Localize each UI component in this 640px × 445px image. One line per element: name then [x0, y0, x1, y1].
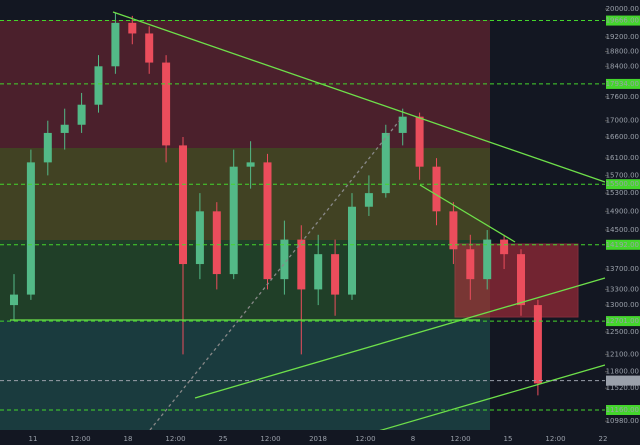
candle-body [246, 162, 255, 167]
y-tick-label: 17600.00 [606, 93, 639, 101]
candle-body [77, 104, 86, 125]
candle-body [195, 211, 204, 265]
trend-line [374, 364, 606, 433]
candle-body [398, 116, 407, 133]
y-tick-label: 14500.00 [606, 226, 639, 234]
y-tick-label: 16100.00 [606, 154, 639, 162]
x-tick-label: 25 [219, 435, 228, 443]
candle-body [43, 132, 52, 163]
y-tick-label: 20000.00 [606, 5, 639, 13]
x-tick-label: 22 [599, 435, 608, 443]
candle-body [60, 124, 69, 133]
trend-line [149, 119, 401, 431]
y-tick-label: 18400.00 [606, 62, 639, 70]
candle-body [26, 162, 35, 295]
plot [10, 12, 542, 396]
candle-body [10, 294, 18, 306]
level-tag [606, 15, 640, 26]
zone-yellow [0, 148, 490, 240]
candle-body [297, 239, 306, 290]
level-tag [606, 316, 640, 327]
candle-body [348, 206, 356, 295]
level-label: 19666.00 [606, 17, 639, 25]
x-tick-label: 12:00 [545, 435, 565, 443]
y-tick-label: 10980.00 [606, 417, 639, 425]
y-tick-label: 13700.00 [606, 265, 639, 273]
y-tick-label: 15700.00 [606, 171, 639, 179]
zone-teal [0, 320, 490, 430]
level-tag [606, 78, 640, 89]
x-tick-label: 12:00 [70, 435, 90, 443]
x-tick-label: 8 [411, 435, 415, 443]
trend-lines [10, 11, 606, 433]
x-tick-label: 12:00 [260, 435, 280, 443]
candle-body [364, 193, 373, 207]
y-tick-label: 13300.00 [606, 285, 639, 293]
y-tick-label: 12100.00 [606, 350, 639, 358]
candle-body [314, 254, 323, 290]
level-label: 11647.77 [606, 377, 639, 385]
x-tick-label: 18 [124, 435, 133, 443]
y-tick-label: 15300.00 [606, 189, 639, 197]
y-tick-label: 11800.00 [606, 368, 639, 376]
candle-body [263, 162, 272, 280]
trend-line [112, 11, 606, 183]
y-tick-label: 17000.00 [606, 117, 639, 125]
level-tag [606, 405, 640, 416]
x-tick-label: 15 [504, 435, 513, 443]
level-label: 17934.00 [606, 80, 639, 88]
box-red [454, 243, 579, 318]
level-tag [606, 179, 640, 190]
x-tick-label: 2018 [309, 435, 327, 443]
candle-body [517, 254, 525, 306]
x-tick-label: 11 [29, 435, 38, 443]
y-tick-label: 18800.00 [606, 48, 639, 56]
zones [0, 20, 579, 430]
zone-green [0, 240, 490, 320]
level-label: 15500.00 [606, 180, 639, 188]
time-axis [0, 430, 605, 445]
candle-body [483, 239, 492, 280]
x-tick-label: 12:00 [450, 435, 470, 443]
candle-body [94, 66, 103, 105]
candle-body [229, 166, 238, 275]
level-label: 11160.00 [606, 406, 639, 414]
candle-body [280, 239, 289, 280]
y-tick-label: 16600.00 [606, 133, 639, 141]
candle-body [111, 22, 120, 67]
x-tick-label: 12:00 [165, 435, 185, 443]
candle-body [449, 211, 458, 250]
candle-body [128, 22, 137, 34]
y-tick-label: 19200.00 [606, 33, 639, 41]
candle-body [500, 239, 509, 255]
candle-body [212, 211, 221, 275]
candle-body [533, 305, 542, 384]
candle-body [432, 166, 441, 212]
y-tick-label: 13000.00 [606, 301, 639, 309]
trend-line [194, 277, 606, 399]
candle-body [145, 33, 154, 63]
candle-body [466, 249, 475, 280]
candle-body [179, 145, 187, 265]
y-tick-label: 12500.00 [606, 328, 639, 336]
candle-body [331, 254, 340, 295]
candle-body [162, 62, 171, 146]
trend-line [419, 184, 516, 243]
x-tick-label: 12:00 [355, 435, 375, 443]
level-label: 14192.00 [606, 241, 639, 249]
y-tick-label: 14900.00 [606, 207, 639, 215]
level-label: 12701.00 [606, 317, 639, 325]
candle-body [415, 116, 424, 167]
level-tag [606, 239, 640, 250]
candle-body [381, 132, 390, 194]
level-tag [606, 375, 640, 386]
y-tick-label: 11520.00 [606, 384, 639, 392]
price-axis [605, 0, 640, 445]
